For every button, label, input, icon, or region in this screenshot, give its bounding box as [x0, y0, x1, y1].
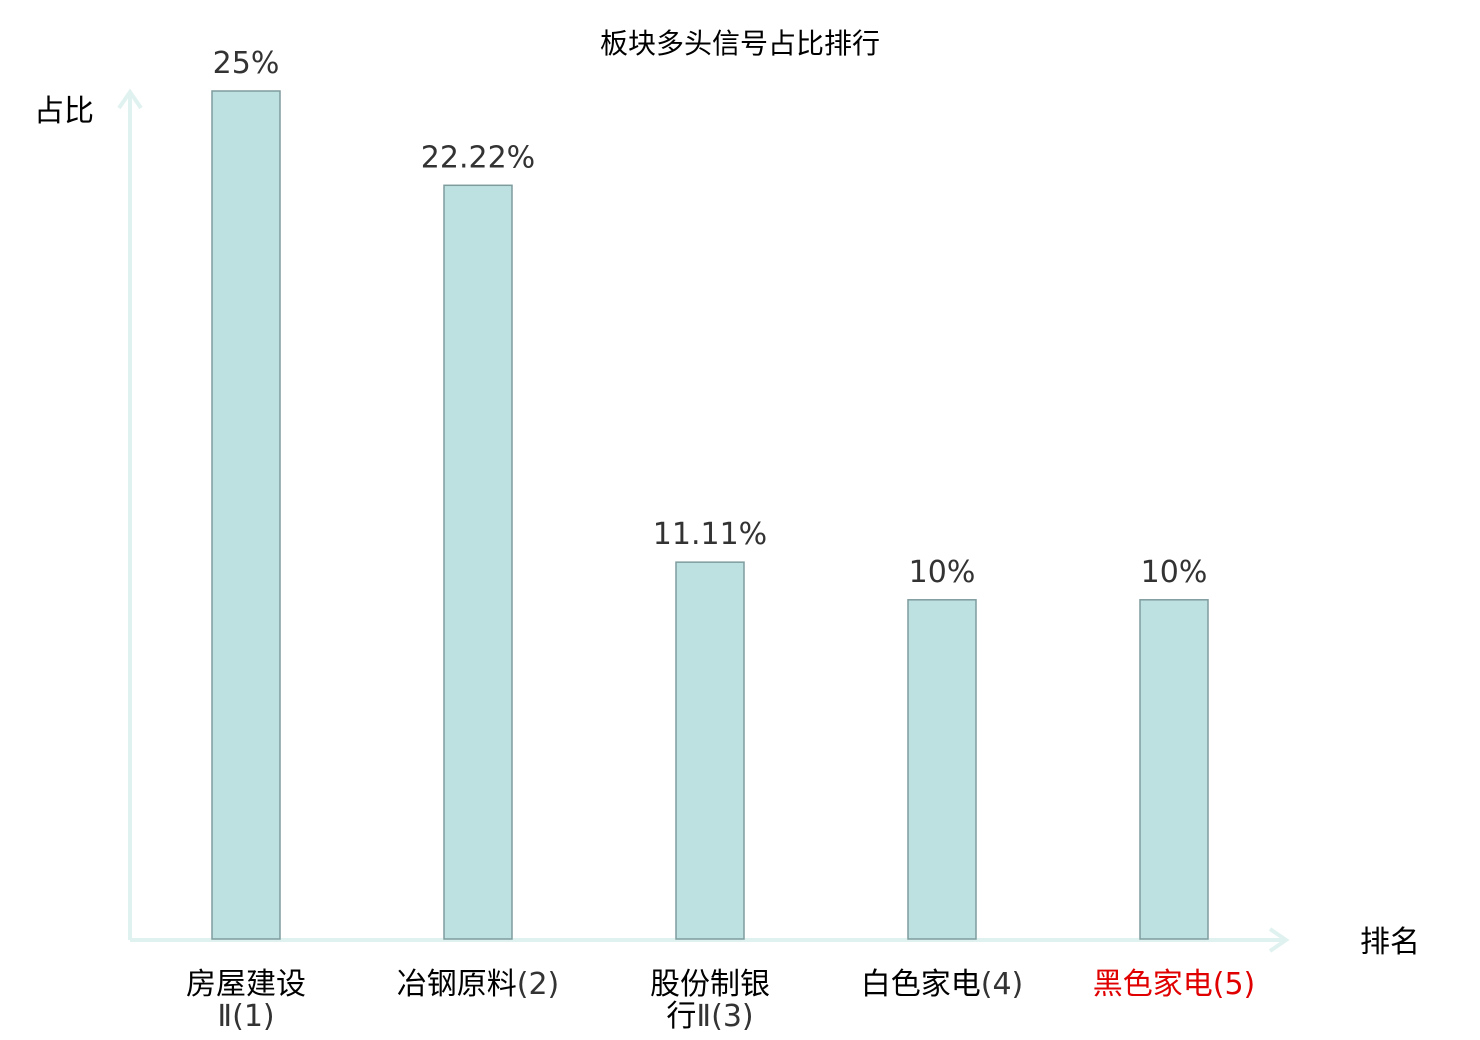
category-rank-part: (5) — [1213, 967, 1256, 1002]
category-name-part: 白色家电 — [861, 967, 981, 1002]
category-name-part: 冶钢原料 — [397, 967, 517, 1002]
y-axis-label: 占比 — [34, 94, 94, 129]
bar-1 — [211, 90, 281, 940]
bar-value-label-3: 11.11% — [653, 517, 767, 552]
category-label-1-line-1: 房屋建设 — [186, 967, 306, 1002]
category-label-1-line-2: Ⅱ(1) — [217, 999, 274, 1034]
category-rank-part: Ⅱ(3) — [696, 999, 753, 1034]
bar-4 — [907, 599, 977, 940]
category-name-part: 房屋建设 — [186, 967, 306, 1002]
bar-value-label-5: 10% — [1141, 555, 1208, 590]
x-axis-label: 排名 — [1360, 925, 1420, 960]
category-label-3-line-2: 行Ⅱ(3) — [666, 999, 753, 1034]
category-rank-part: Ⅱ(1) — [217, 999, 274, 1034]
category-name-part: 黑色家电 — [1093, 967, 1213, 1002]
category-name-part: 行 — [666, 999, 696, 1034]
category-label-5-line-1: 黑色家电(5) — [1093, 967, 1256, 1002]
bar-3 — [675, 561, 745, 940]
bar-value-label-2: 22.22% — [421, 140, 535, 175]
y-axis-arrow — [117, 88, 143, 110]
category-label-4-line-1: 白色家电(4) — [861, 967, 1024, 1002]
bar-value-label-4: 10% — [909, 555, 976, 590]
category-label-3-line-1: 股份制银 — [650, 967, 770, 1002]
bar-5 — [1139, 599, 1209, 940]
x-axis-arrow — [1268, 927, 1290, 953]
category-rank-part: (2) — [517, 967, 560, 1002]
category-name-part: 股份制银 — [650, 967, 770, 1002]
bar-2 — [443, 184, 513, 940]
category-rank-part: (4) — [981, 967, 1024, 1002]
category-label-2-line-1: 冶钢原料(2) — [397, 967, 560, 1002]
bar-value-label-1: 25% — [213, 46, 280, 81]
chart-title: 板块多头信号占比排行 — [600, 27, 880, 60]
